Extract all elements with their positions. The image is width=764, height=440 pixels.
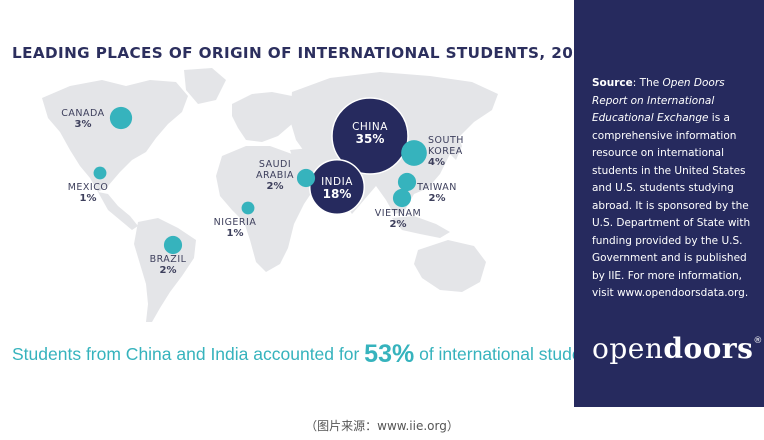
value-label-south-korea: 4% [428,157,445,168]
value-label-vietnam: 2% [390,219,407,230]
logo-doors: doors [663,332,754,365]
value-label-india: 18% [323,187,352,201]
label-china: CHINA [352,121,388,133]
bubble-canada [109,106,133,130]
summary-text-after: of international students. [414,344,610,364]
chart-title: LEADING PLACES OF ORIGIN OF INTERNATIONA… [12,44,624,62]
logo-open: open [592,332,664,365]
value-label-nigeria: 1% [227,228,244,239]
label-india: INDIA [321,176,353,188]
label-vietnam: VIETNAM [375,208,421,219]
bubble-south-korea [401,140,427,166]
label-mexico: MEXICO [68,182,109,193]
greenland-shape [184,68,226,104]
image-caption: （图片来源：www.iie.org） [305,419,459,433]
central-america-shape [98,192,138,230]
summary-text: Students from China and India accounted … [12,340,610,369]
north-america-shape [42,80,188,192]
value-label-mexico: 1% [80,193,97,204]
value-label-saudi-arabia: 2% [267,181,284,192]
bubble-india [308,158,366,216]
source-sidebar: Source: The Open Doors Report on Interna… [574,0,764,407]
infographic: CHINA 35% INDIA 18% SOUTH KOREA 4% CANADA 3% SAUD… [12,0,764,407]
source-label: Source [592,77,633,89]
japan-shape [448,132,462,160]
value-label-china: 35% [356,132,385,146]
label-saudi-arabia-line-1: SAUDI [259,159,291,170]
summary-highlight: 53% [364,340,415,368]
bubble-saudi-arabia [296,168,316,188]
bubble-vietnam [392,188,412,208]
label-nigeria: NIGERIA [214,217,257,228]
bubble-taiwan [397,172,417,192]
value-label-canada: 3% [75,119,92,130]
source-body: is a comprehensive information resource … [592,112,751,299]
southeast-asia-islands-shape [392,216,450,238]
label-brazil: BRAZIL [150,254,187,265]
bubble-china [331,97,409,175]
label-south-korea-line-2: KOREA [428,146,463,157]
value-label-brazil: 2% [160,265,177,276]
source-intro: : The [632,77,663,89]
label-taiwan: TAIWAN [416,182,457,193]
europe-shape [232,92,302,142]
logo-registered-mark: ® [753,336,763,346]
australia-shape [414,240,486,292]
africa-shape [216,146,316,272]
source-note: Source: The Open Doors Report on Interna… [592,75,758,303]
value-label-taiwan: 2% [429,193,446,204]
bubble-brazil [163,235,183,255]
label-canada: CANADA [61,108,104,119]
label-south-korea-line-1: SOUTH [428,135,464,146]
opendoors-logo: opendoors® [592,332,763,365]
label-saudi-arabia-line-2: ARABIA [256,170,294,181]
summary-text-before: Students from China and India accounted … [12,344,365,364]
bubble-mexico [93,166,107,180]
bubble-nigeria [241,201,255,215]
source-report-title: Open Doors Report on International Educa… [592,77,725,124]
